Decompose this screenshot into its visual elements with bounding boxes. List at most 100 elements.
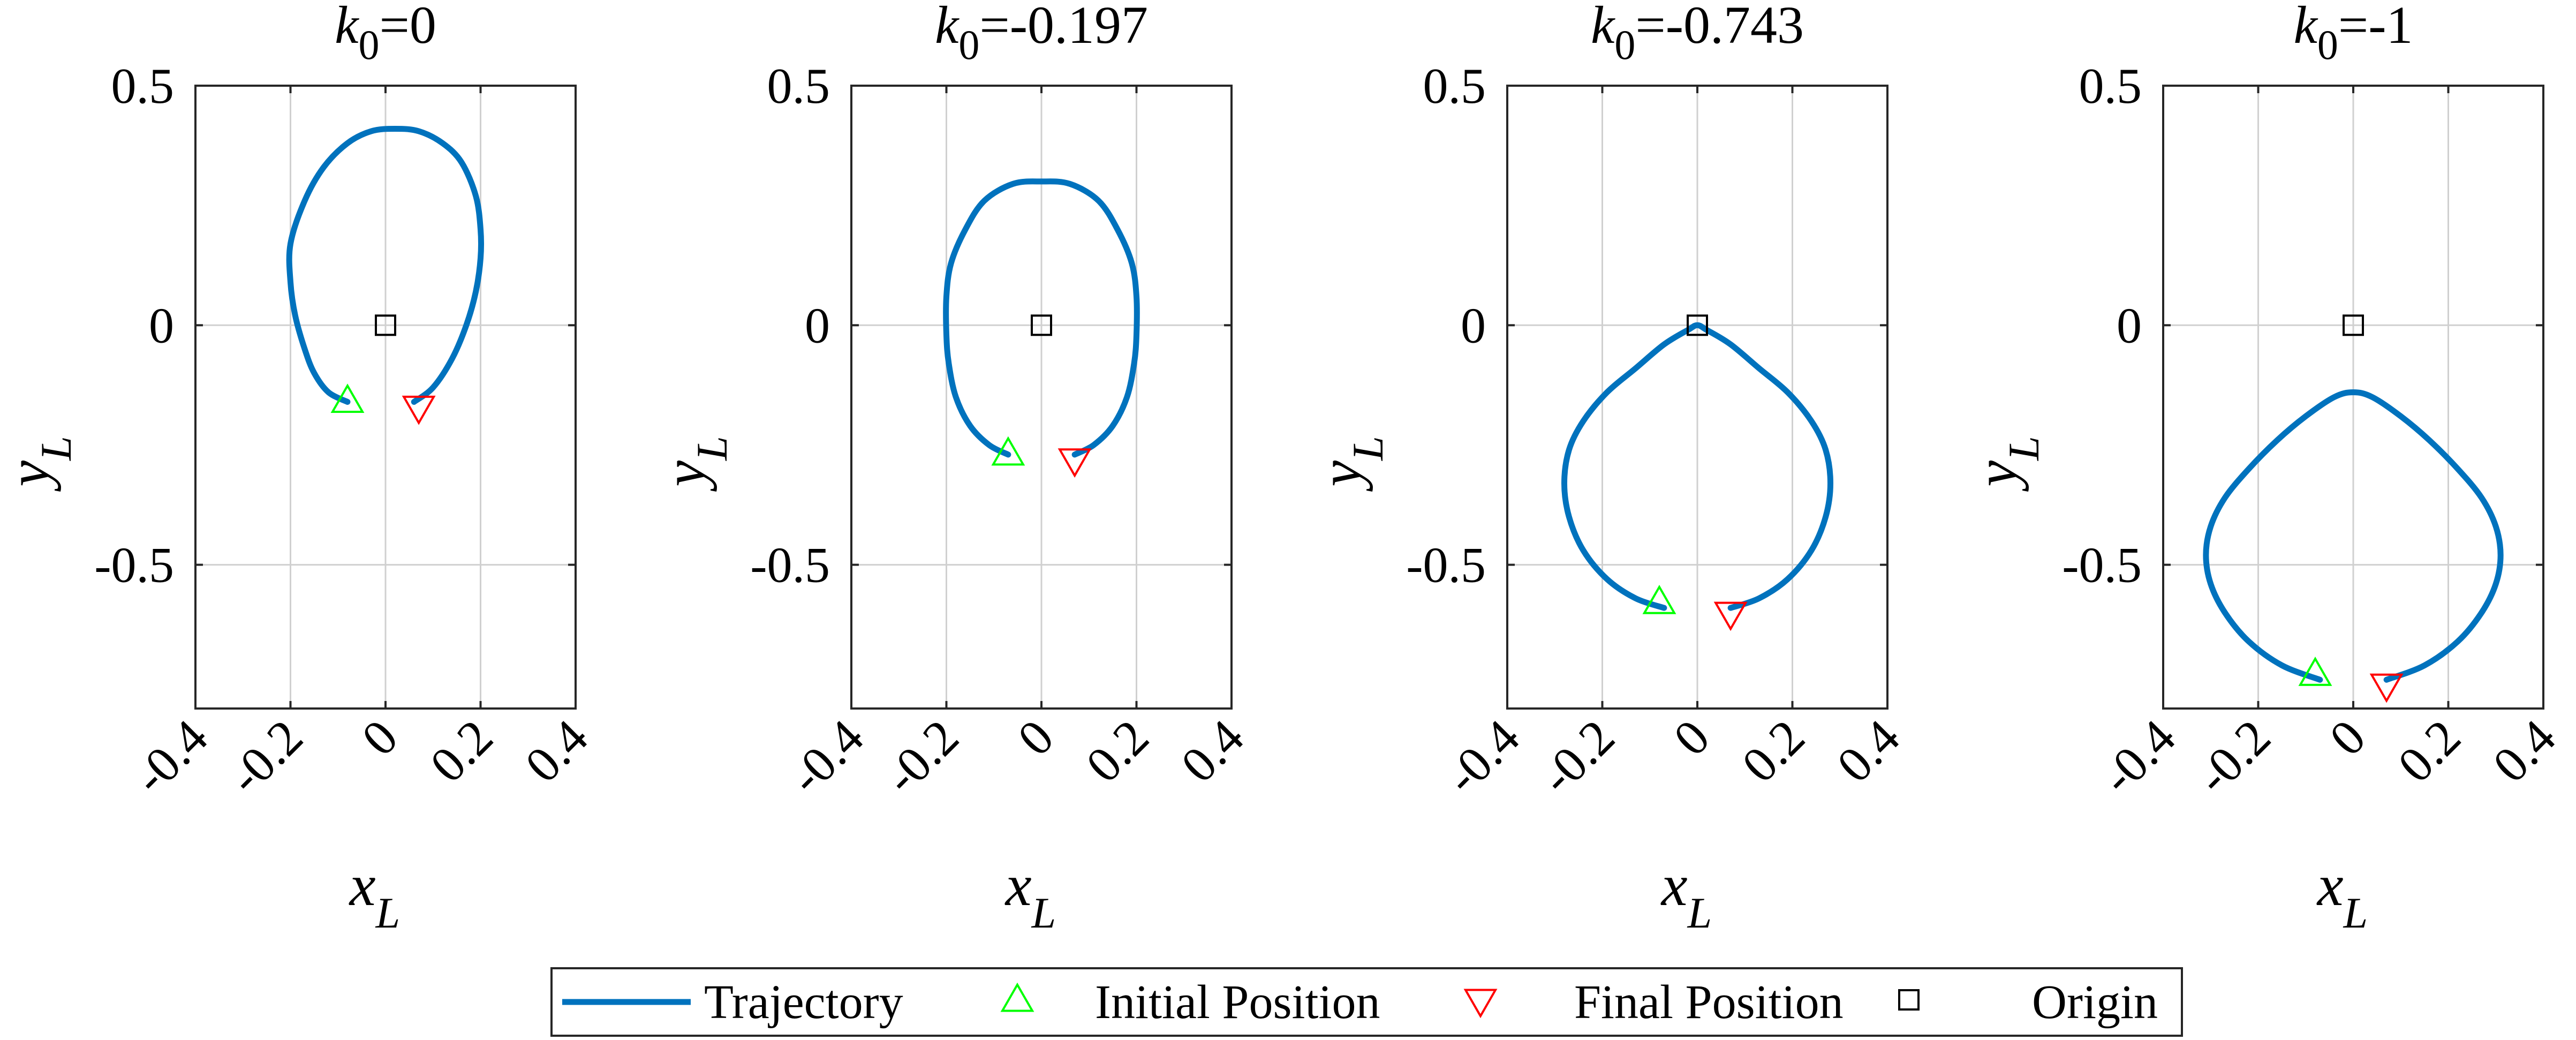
- y-axis-symbol: y: [0, 461, 61, 492]
- x-axis-label: xL: [1004, 853, 1056, 937]
- x-tick-label: -0.2: [874, 709, 970, 805]
- title-subscript: 0: [958, 21, 979, 68]
- x-tick-label: -0.4: [1434, 709, 1530, 805]
- trajectory-line: [1561, 322, 1833, 611]
- title-value: =-0.743: [1635, 0, 1804, 55]
- final-position-marker: [2369, 673, 2404, 703]
- final-position-marker: [1057, 448, 1092, 478]
- legend-label: Trajectory: [704, 976, 903, 1029]
- x-tick-label: -0.2: [2186, 709, 2282, 805]
- y-tick-label: 0: [2117, 298, 2142, 353]
- y-axis-symbol: y: [1963, 461, 2029, 492]
- x-axis-symbol: x: [1660, 853, 1688, 918]
- y-axis-label: yL: [0, 436, 80, 492]
- initial-position-marker: [330, 383, 365, 413]
- x-tick-label: -0.4: [123, 709, 218, 805]
- x-axis-label: xL: [2316, 853, 2368, 937]
- x-tick-label: -0.2: [218, 709, 314, 805]
- x-tick-label: 0.4: [2482, 709, 2566, 793]
- x-tick-label: 0.2: [420, 709, 504, 793]
- trajectory-line: [943, 178, 1140, 458]
- y-tick-label: -0.5: [750, 538, 830, 593]
- legend-label: Final Position: [1574, 976, 1844, 1029]
- origin-marker: [375, 314, 396, 336]
- x-axis-label: xL: [349, 853, 400, 937]
- initial-position-marker: [991, 436, 1025, 466]
- y-axis-subscript: L: [688, 436, 736, 461]
- title-symbol: k: [935, 0, 960, 55]
- y-axis-label: yL: [652, 436, 736, 492]
- legend-label: Origin: [2032, 976, 2158, 1029]
- subplot-title: k0=0: [335, 0, 436, 68]
- y-tick-label: -0.5: [94, 538, 174, 593]
- legend-initial-swatch: [1000, 982, 1034, 1012]
- y-tick-label: 0.5: [111, 58, 175, 114]
- y-tick-label: 0.5: [2079, 58, 2142, 114]
- y-tick-label: 0: [805, 298, 830, 353]
- origin-marker: [2343, 314, 2364, 336]
- legend-label: Initial Position: [1095, 976, 1380, 1029]
- y-tick-label: 0: [149, 298, 174, 353]
- x-tick-label: 0.4: [1170, 709, 1255, 793]
- y-axis-subscript: L: [1343, 436, 1392, 461]
- x-axis-subscript: L: [2343, 888, 2368, 937]
- initial-position-marker: [1642, 584, 1676, 614]
- x-tick-label: 0.2: [1076, 709, 1160, 793]
- title-symbol: k: [1591, 0, 1615, 55]
- y-tick-label: 0: [1461, 298, 1486, 353]
- origin-marker: [1031, 314, 1052, 336]
- title-subscript: 0: [358, 21, 379, 68]
- trajectory-line: [286, 126, 485, 405]
- title-value: =-0.197: [979, 0, 1148, 55]
- x-tick-label: 0.2: [1732, 709, 1816, 793]
- x-axis-symbol: x: [2316, 853, 2344, 918]
- x-tick-label: -0.2: [1530, 709, 1626, 805]
- x-tick-label: 0: [1007, 709, 1064, 766]
- y-axis-subscript: L: [1999, 436, 2048, 461]
- y-axis-symbol: y: [1308, 461, 1373, 492]
- x-tick-label: 0: [2319, 709, 2376, 766]
- y-axis-label: yL: [1308, 436, 1392, 492]
- x-axis-subscript: L: [1687, 888, 1712, 937]
- x-axis-subscript: L: [375, 888, 401, 937]
- final-position-marker: [1713, 601, 1748, 631]
- legend-origin-swatch: [1898, 989, 1920, 1011]
- title-subscript: 0: [1614, 21, 1635, 68]
- title-symbol: k: [2293, 0, 2318, 55]
- y-axis-subscript: L: [32, 436, 80, 461]
- title-value: =0: [379, 0, 436, 55]
- x-axis-label: xL: [1660, 853, 1712, 937]
- origin-marker: [1687, 314, 1708, 336]
- final-position-marker: [402, 395, 436, 425]
- y-tick-label: 0.5: [767, 58, 830, 114]
- x-axis-subscript: L: [1031, 888, 1056, 937]
- x-tick-label: 0.4: [515, 709, 599, 793]
- y-axis-symbol: y: [652, 461, 717, 492]
- x-tick-label: -0.4: [2090, 709, 2186, 805]
- x-tick-label: 0: [1663, 709, 1720, 766]
- x-axis-symbol: x: [349, 853, 376, 918]
- trajectory-line: [2203, 389, 2504, 683]
- legend: Trajectory Initial Position Final Position…: [550, 967, 2183, 1037]
- y-axis-label: yL: [1963, 436, 2048, 492]
- subplot-title: k0=-1: [2293, 0, 2413, 68]
- title-value: =-1: [2338, 0, 2413, 55]
- title-symbol: k: [335, 0, 359, 55]
- y-tick-label: 0.5: [1423, 58, 1486, 114]
- x-tick-label: -0.4: [779, 709, 874, 805]
- x-tick-label: 0: [351, 709, 409, 766]
- title-subscript: 0: [2317, 21, 2338, 68]
- y-tick-label: -0.5: [1406, 538, 1486, 593]
- initial-position-marker: [2298, 657, 2332, 686]
- subplot-title: k0=-0.197: [935, 0, 1148, 68]
- x-axis-symbol: x: [1004, 853, 1032, 918]
- legend-box: [550, 967, 2183, 1037]
- legend-final-swatch: [1463, 989, 1498, 1019]
- subplot-title: k0=-0.743: [1591, 0, 1804, 68]
- x-tick-label: 0.4: [1826, 709, 1910, 793]
